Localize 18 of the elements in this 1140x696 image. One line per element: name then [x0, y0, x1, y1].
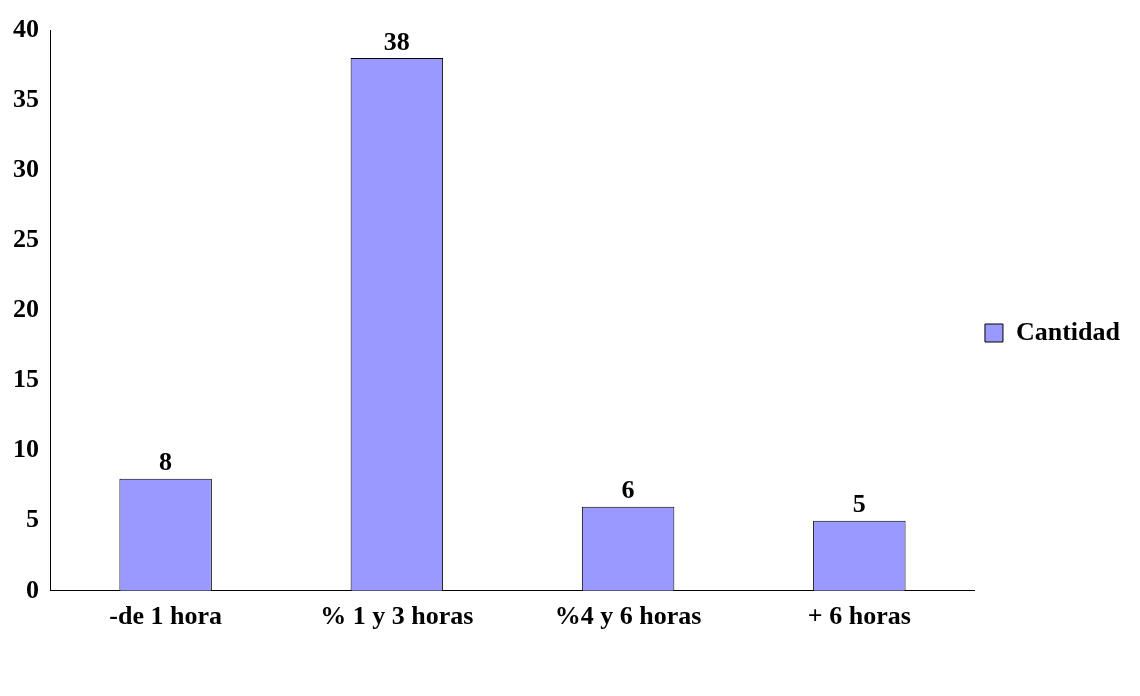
y-tick-label: 15: [13, 364, 39, 394]
data-label: 8: [159, 447, 173, 477]
data-label: 5: [852, 489, 866, 519]
y-tick-label: 0: [26, 574, 39, 604]
y-tick-label: 5: [26, 504, 39, 534]
x-tick-label: %4 y 6 horas: [554, 601, 702, 631]
y-tick-label: 40: [13, 13, 39, 43]
x-tick-label: % 1 y 3 horas: [320, 601, 474, 631]
x-tick-label: -de 1 hora: [109, 601, 222, 631]
legend-label: Cantidad: [1015, 316, 1121, 346]
data-label: 6: [621, 475, 635, 505]
x-tick-label: + 6 horas: [807, 601, 911, 631]
y-tick-label: 20: [13, 294, 39, 324]
y-tick-label: 25: [13, 224, 39, 254]
data-label: 38: [383, 26, 410, 56]
y-tick-label: 30: [13, 153, 39, 183]
y-tick-label: 10: [13, 434, 39, 464]
y-tick-label: 35: [13, 83, 39, 113]
